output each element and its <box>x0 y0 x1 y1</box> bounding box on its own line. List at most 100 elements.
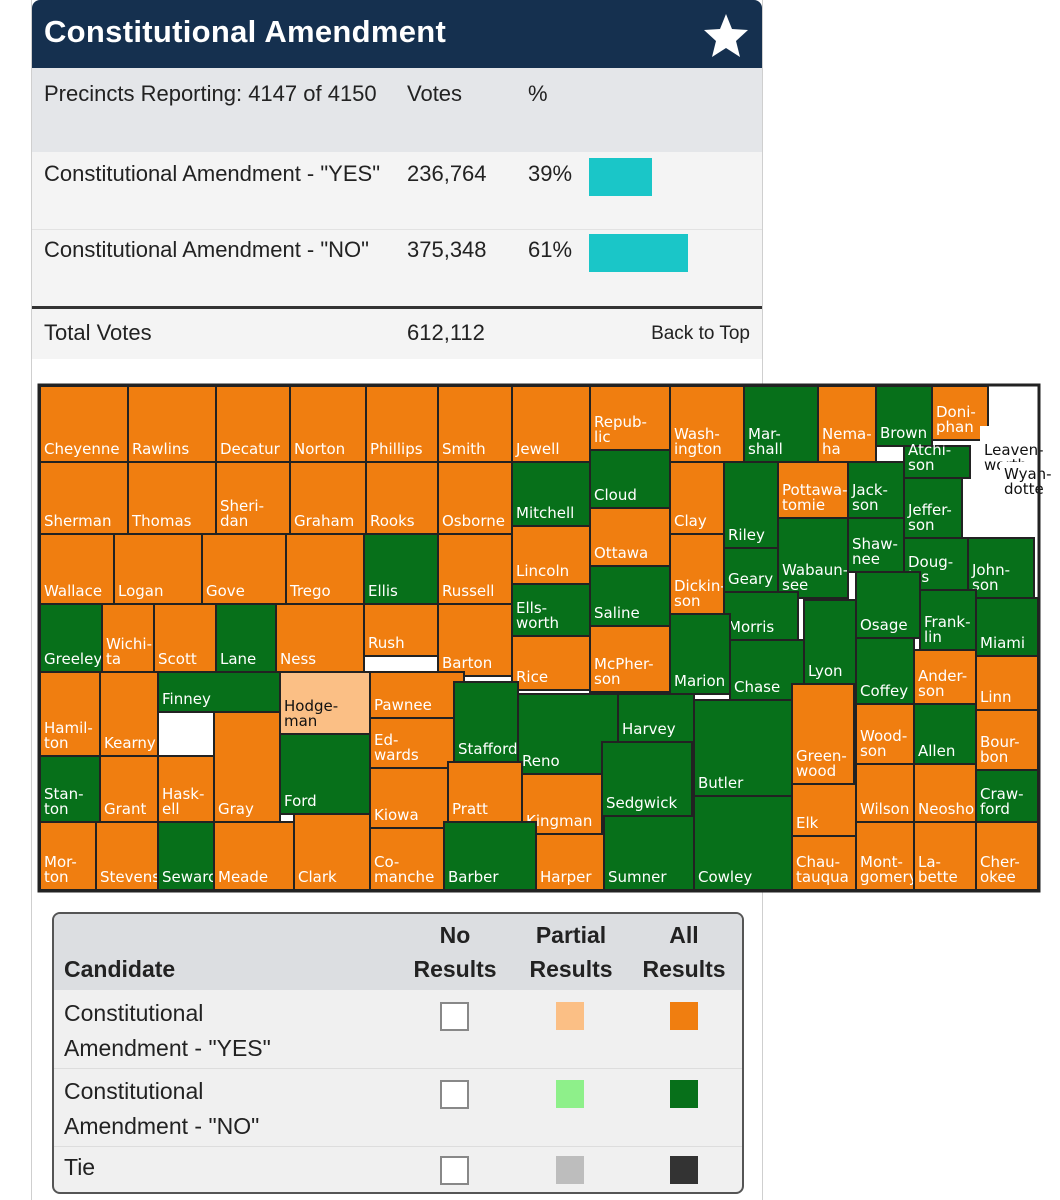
county-shape[interactable] <box>511 385 591 463</box>
county-shape[interactable] <box>791 835 857 891</box>
county-rush[interactable]: Rush <box>363 603 439 657</box>
county-mcpherson[interactable]: McPher-son <box>589 625 671 693</box>
county-shape[interactable] <box>919 589 977 651</box>
county-jewell[interactable]: Jewell <box>511 385 591 463</box>
county-ford[interactable]: Ford <box>279 733 371 815</box>
county-shape[interactable] <box>1000 462 1060 502</box>
county-shape[interactable] <box>723 591 799 641</box>
county-wilson[interactable]: Wilson <box>855 763 915 823</box>
county-montgomery[interactable]: Mont-gomery <box>855 821 918 891</box>
county-cowley[interactable]: Cowley <box>693 795 793 891</box>
county-pawnee[interactable]: Pawnee <box>369 671 465 719</box>
county-doniphan[interactable]: Doni-phan <box>931 385 989 441</box>
county-shape[interactable] <box>95 821 159 891</box>
county-shape[interactable] <box>913 763 977 823</box>
county-ottawa[interactable]: Ottawa <box>589 507 671 567</box>
county-shape[interactable] <box>363 533 439 605</box>
county-graham[interactable]: Graham <box>289 461 367 535</box>
county-shape[interactable] <box>511 583 591 637</box>
county-shape[interactable] <box>437 603 513 677</box>
county-sheridan[interactable]: Sheri-dan <box>215 461 291 535</box>
county-barton[interactable]: Barton <box>437 603 513 677</box>
county-shape[interactable] <box>723 461 779 549</box>
county-shape[interactable] <box>363 603 439 657</box>
county-anderson[interactable]: Ander-son <box>913 649 977 705</box>
county-shape[interactable] <box>603 815 695 891</box>
county-jackson[interactable]: Jack-son <box>847 461 905 519</box>
county-logan[interactable]: Logan <box>113 533 203 605</box>
county-coffey[interactable]: Coffey <box>855 637 915 705</box>
county-kiowa[interactable]: Kiowa <box>369 767 449 829</box>
county-labette[interactable]: La-bette <box>913 821 977 891</box>
county-shape[interactable] <box>803 599 857 685</box>
county-cloud[interactable]: Cloud <box>589 449 671 509</box>
county-shape[interactable] <box>443 821 537 891</box>
county-seward[interactable]: Seward <box>157 821 218 891</box>
county-shape[interactable] <box>847 461 905 519</box>
county-wallace[interactable]: Wallace <box>39 533 115 605</box>
county-franklin[interactable]: Frank-lin <box>919 589 977 651</box>
county-shape[interactable] <box>967 537 1035 599</box>
back-to-top-link[interactable]: Back to Top <box>651 323 750 344</box>
county-republic[interactable]: Repub-lic <box>589 385 671 451</box>
county-bourbon[interactable]: Bour-bon <box>975 709 1039 771</box>
county-shape[interactable] <box>201 533 287 605</box>
county-shape[interactable] <box>127 461 217 535</box>
county-shape[interactable] <box>693 795 793 891</box>
county-morris[interactable]: Morris <box>723 591 799 641</box>
county-shape[interactable] <box>157 755 215 823</box>
county-shape[interactable] <box>213 711 281 823</box>
county-dickinson[interactable]: Dickin-son <box>669 533 726 615</box>
county-hodgeman[interactable]: Hodge-man <box>279 671 371 735</box>
county-osborne[interactable]: Osborne <box>437 461 513 535</box>
county-haskell[interactable]: Hask-ell <box>157 755 215 823</box>
county-marion[interactable]: Marion <box>669 613 731 695</box>
county-norton[interactable]: Norton <box>289 385 367 463</box>
county-shape[interactable] <box>931 385 989 441</box>
county-shape[interactable] <box>39 385 129 463</box>
county-marshall[interactable]: Mar-shall <box>743 385 819 463</box>
county-grant[interactable]: Grant <box>99 755 159 823</box>
county-shape[interactable] <box>215 461 291 535</box>
county-shape[interactable] <box>903 477 963 539</box>
county-shape[interactable] <box>437 461 513 535</box>
county-ellsworth[interactable]: Ells-worth <box>511 583 591 637</box>
county-shape[interactable] <box>617 693 695 743</box>
county-stafford[interactable]: Stafford <box>453 681 519 763</box>
county-shape[interactable] <box>791 783 857 837</box>
county-harper[interactable]: Harper <box>535 833 605 891</box>
county-ellis[interactable]: Ellis <box>363 533 439 605</box>
county-comanche[interactable]: Co-manche <box>369 827 445 891</box>
county-shape[interactable] <box>511 635 591 691</box>
county-kingman[interactable]: Kingman <box>521 773 603 835</box>
county-lyon[interactable]: Lyon <box>803 599 857 685</box>
county-shape[interactable] <box>511 525 591 585</box>
county-hamilton[interactable]: Hamil-ton <box>39 671 101 757</box>
county-wabaunsee[interactable]: Wabaun-see <box>777 517 849 599</box>
county-cheyenne[interactable]: Cheyenne <box>39 385 129 463</box>
county-shape[interactable] <box>369 671 465 719</box>
county-geary[interactable]: Geary <box>723 547 779 593</box>
county-phillips[interactable]: Phillips <box>365 385 439 463</box>
county-shape[interactable] <box>279 671 371 735</box>
county-thomas[interactable]: Thomas <box>127 461 217 535</box>
county-shape[interactable] <box>213 821 295 891</box>
county-wichita[interactable]: Wichi-ta <box>101 603 155 673</box>
county-neosho[interactable]: Neosho <box>913 763 977 823</box>
county-jefferson[interactable]: Jeffer-son <box>903 477 963 539</box>
county-shape[interactable] <box>275 603 365 673</box>
county-trego[interactable]: Trego <box>285 533 365 605</box>
county-edwards[interactable]: Ed-wards <box>369 717 455 769</box>
county-crawford[interactable]: Craw-ford <box>975 769 1039 823</box>
county-shape[interactable] <box>99 755 159 823</box>
county-lincoln[interactable]: Lincoln <box>511 525 591 585</box>
county-sherman[interactable]: Sherman <box>39 461 129 535</box>
county-shape[interactable] <box>913 703 977 765</box>
county-johnson[interactable]: John-son <box>967 537 1035 599</box>
county-osage[interactable]: Osage <box>855 571 921 639</box>
county-shape[interactable] <box>855 571 921 639</box>
county-shape[interactable] <box>215 385 291 463</box>
county-cherokee[interactable]: Cher-okee <box>975 821 1039 891</box>
county-ness[interactable]: Ness <box>275 603 365 673</box>
county-lane[interactable]: Lane <box>215 603 277 673</box>
